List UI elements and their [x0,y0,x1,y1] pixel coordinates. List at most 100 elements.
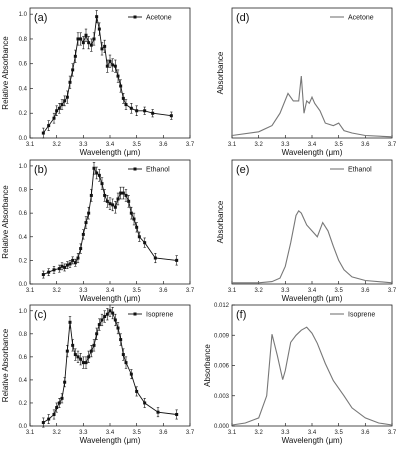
panel-a-data-point [169,114,173,118]
panel-b-data-point [100,182,104,186]
panel-a-x-axis-label: Wavelength (μm) [80,148,141,157]
panel-d-series-line [231,76,393,138]
panel-d-x-tick-label: 3.3 [281,142,290,148]
panel-f-y-tick-label: 0.006 [214,364,230,370]
panel-b-data-point [108,202,112,206]
panel-c-data-point [156,410,160,414]
panel-b-y-tick-label: 0.8 [19,188,28,194]
panel-d-x-tick-label: 3.6 [361,142,370,148]
panel-a-data-point [97,27,101,31]
panel-a-data-point [113,64,117,68]
panel-b-data-point [135,225,139,229]
panel-a-data-point [76,37,80,41]
panel-a-data-point [84,33,88,37]
panel-b-data-point [137,235,141,239]
panel-b-chart: 3.1 3.2 3.3 3.4 3.5 3.6 3.7 0.0 0.2 0.4 0.6 0.8 1.0 W… [1,159,195,303]
panel-f-y-tick-label: 0.003 [214,394,230,400]
panel-b-y-tick-label: 0.6 [19,211,28,217]
panel-a-data-point [95,15,99,19]
panel-a-data-point [60,103,64,107]
panel-b-x-tick-label: 3.2 [52,288,61,294]
panel-a-data-point [103,44,107,48]
panel-c-data-point [65,349,69,353]
panel-a-y-axis-label: Relative Absorbance [1,36,10,110]
panel-c-y-tick-label: 1.0 [19,309,28,315]
panel-e-x-axis-label: Wavelength (μm) [282,294,343,303]
panel-b-data-point [143,241,147,245]
panel-b-data-point [76,256,80,260]
panel-c-series-line [43,310,177,423]
panel-a-y-tick-label: 0.8 [19,37,28,43]
panel-c-x-tick-label: 3.7 [186,430,195,436]
panel-a-data-point [81,41,85,45]
panel-a-series-line [42,16,172,134]
panel-c-x-axis-label: Wavelength (μm) [80,436,141,445]
panel-c-data-point [113,318,117,322]
panel-a-x-tick-label: 3.7 [186,142,195,148]
panel-c-legend-label: Isoprene [146,312,173,319]
panel-a-data-point [121,96,125,100]
panel-f-x-tick-label: 3.5 [334,430,343,436]
panel-a-x-tick-label: 3.2 [52,142,61,148]
panel-c-y-axis-label: Relative Absorbance [1,328,10,402]
panel-b-legend-label: Ethanol [146,167,170,174]
panel-a-data-point [68,80,72,84]
panel-c-data-point [41,421,45,425]
panel-e-series-line [232,209,393,284]
panel-a-data-point [41,131,45,135]
panel-b-data-point [52,268,56,272]
panel-a-data-point [55,109,59,113]
panel-a-data-point [111,63,115,67]
panel-e-x-tick-label: 3.2 [254,288,263,294]
panel-c-data-point [76,355,80,359]
panel-c-data-point [111,311,115,315]
panel-d-x-tick-label: 3.5 [334,142,343,148]
panel-a-data-point [116,74,120,78]
panel-b-x-tick-label: 3.5 [132,288,141,294]
panel-c-x-tick-label: 3.4 [106,430,115,436]
panel-c-data-point [143,401,147,405]
panel-c-data-point [89,349,93,353]
panel-c-data-point [63,380,67,384]
panel-f-x-tick-label: 3.4 [308,430,317,436]
panel-c-x-tick-label: 3.6 [159,430,168,436]
panel-d-legend-label: Acetone [348,15,374,22]
panel-b-y-tick-label: 0.0 [19,282,28,288]
panel-f-series-line [231,326,393,426]
panel-b-x-tick-label: 3.1 [26,288,35,294]
panel-f-x-tick-label: 3.1 [228,430,237,436]
panel-a-data-point [151,111,155,115]
panel-a-x-tick-label: 3.6 [159,142,168,148]
panel-b-data-point [175,258,179,262]
panel-f-y-tick-label: 0.009 [214,333,230,339]
panel-b-data-point [97,173,101,177]
panel-b-data-point [89,193,93,197]
panel-b-data-point [129,211,133,215]
panel-a-data-point [79,37,83,41]
panel-e-x-tick-label: 3.3 [281,288,290,294]
panel-b-data-point [79,247,83,251]
panel-e-x-tick-label: 3.4 [308,288,317,294]
panel-c-data-point [105,312,109,316]
panel-a-data-point [47,124,51,128]
panel-f-x-tick-label: 3.6 [361,430,370,436]
panel-b-data-point [113,205,117,209]
panel-e-x-tick-label: 3.7 [388,288,397,294]
panel-b-data-point [87,211,91,215]
panel-d-chart: 3.1 3.2 3.3 3.4 3.5 3.6 3.7 Wavelength (μm) Abso… [216,7,397,157]
panel-a-data-point [100,47,104,51]
panel-c-data-point [108,309,112,313]
panel-a-x-tick-label: 3.5 [132,142,141,148]
panel-b-y-tick-label: 0.4 [19,235,28,241]
panel-a-y-tick-label: 0.0 [19,136,28,142]
panel-d-x-axis-label: Wavelength (μm) [282,148,343,157]
panel-d-frame [231,7,393,139]
panel-c-data-point [135,389,139,393]
panel-c-x-tick-label: 3.2 [52,430,61,436]
panel-f-panel-label: (f) [236,309,246,321]
panel-c-data-point [47,417,51,421]
panel-e-x-tick-label: 3.6 [361,288,370,294]
panel-a-x-tick-label: 3.4 [106,142,115,148]
panel-a-y-tick-label: 0.6 [19,62,28,68]
